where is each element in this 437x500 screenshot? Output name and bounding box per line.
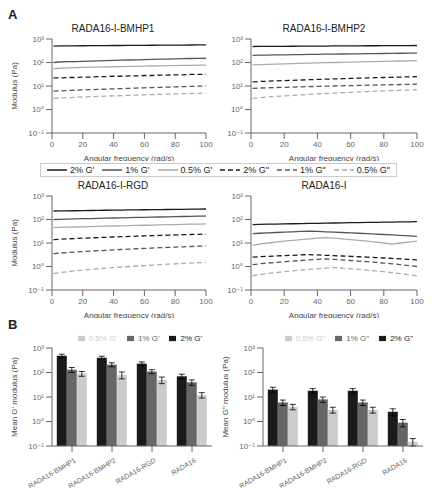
svg-text:40: 40 [109,140,118,149]
svg-text:RADA16-RGD: RADA16-RGD [114,457,157,486]
svg-text:0: 0 [50,140,55,149]
svg-text:10⁻¹: 10⁻¹ [28,129,44,138]
svg-text:20: 20 [280,140,289,149]
svg-text:40: 40 [109,297,118,306]
svg-text:Angular frequency (rad/s): Angular frequency (rad/s) [84,154,175,161]
svg-text:RADA16: RADA16 [170,457,197,477]
svg-text:10¹: 10¹ [32,239,44,248]
svg-text:80: 80 [171,297,180,306]
svg-text:20: 20 [78,297,87,306]
svg-text:0: 0 [50,297,55,306]
html-text:1% G": 1% G" [346,334,370,343]
svg-text:Modulus (Pa): Modulus (Pa) [10,62,19,110]
html-text:RADA16-I-BMHP1: RADA16-I-BMHP1 [71,23,155,34]
svg-text:Mean G" modulus (Pa): Mean G" modulus (Pa) [221,356,230,437]
svg-text:80: 80 [379,140,388,149]
html-text:0.5% G": 0.5% G" [356,165,390,175]
svg-text:10⁰: 10⁰ [231,262,243,271]
svg-text:10¹: 10¹ [32,82,44,91]
html-text:1% G': 1% G' [125,165,150,175]
svg-text:10⁻¹: 10⁻¹ [28,286,44,295]
svg-text:RADA16-BMHP2: RADA16-BMHP2 [67,457,117,488]
svg-text:40: 40 [313,140,322,149]
svg-text:80: 80 [171,140,180,149]
svg-text:60: 60 [346,297,355,306]
svg-text:10²: 10² [243,368,255,377]
svg-text:10¹: 10¹ [243,393,255,402]
svg-text:10⁻¹: 10⁻¹ [227,286,243,295]
html-text:1% G": 1% G" [300,165,326,175]
svg-text:10⁰: 10⁰ [32,262,44,271]
svg-text:RADA16-BMHP2: RADA16-BMHP2 [278,457,328,488]
html-text:0.5% G': 0.5% G' [180,165,213,175]
html-text:2% G': 2% G' [70,165,95,175]
svg-text:40: 40 [313,297,322,306]
svg-text:Angular frequency (rad/s): Angular frequency (rad/s) [289,154,380,161]
svg-text:10⁰: 10⁰ [32,417,44,426]
html-text:RADA16-I: RADA16-I [301,180,347,191]
svg-text:10⁰: 10⁰ [243,417,255,426]
svg-text:10²: 10² [32,58,44,67]
svg-text:Angular frequency (rad/s): Angular frequency (rad/s) [84,311,175,318]
svg-text:10¹: 10¹ [231,82,243,91]
svg-text:10²: 10² [231,215,243,224]
svg-text:10³: 10³ [32,344,44,353]
svg-text:10³: 10³ [231,192,243,201]
svg-text:10²: 10² [32,368,44,377]
svg-text:100: 100 [199,140,213,149]
svg-text:0: 0 [249,140,254,149]
svg-text:0: 0 [249,297,254,306]
svg-text:100: 100 [410,297,424,306]
html-text:A: A [8,7,18,22]
html-text:0.5% G': 0.5% G' [88,334,117,343]
svg-text:10⁻¹: 10⁻¹ [28,442,44,451]
svg-text:20: 20 [280,297,289,306]
svg-text:RADA16: RADA16 [381,457,408,477]
svg-text:10⁻¹: 10⁻¹ [227,129,243,138]
html-text:2% G': 2% G' [180,334,202,343]
svg-text:100: 100 [199,297,213,306]
svg-text:10²: 10² [32,215,44,224]
svg-text:10²: 10² [231,58,243,67]
html-text:1% G': 1% G' [137,334,160,343]
svg-text:10³: 10³ [32,192,44,201]
svg-text:10¹: 10¹ [231,239,243,248]
svg-text:10⁰: 10⁰ [32,105,44,114]
svg-text:80: 80 [379,297,388,306]
svg-text:100: 100 [410,140,424,149]
html-text:0.5% G": 0.5% G" [295,334,326,343]
svg-text:10³: 10³ [243,344,255,353]
svg-text:10³: 10³ [32,35,44,44]
svg-text:60: 60 [346,140,355,149]
html-text:RADA16-I-RGD: RADA16-I-RGD [77,180,149,191]
html-text:2% G": 2% G" [390,334,413,343]
svg-text:Modulus (Pa): Modulus (Pa) [10,219,19,267]
svg-text:60: 60 [140,140,149,149]
svg-text:Mean G' modulus (Pa): Mean G' modulus (Pa) [10,357,19,437]
svg-text:60: 60 [140,297,149,306]
html-text:RADA16-I-BMHP2: RADA16-I-BMHP2 [282,23,366,34]
svg-text:10⁰: 10⁰ [231,105,243,114]
svg-text:10⁻¹: 10⁻¹ [239,442,255,451]
svg-text:RADA16-RGD: RADA16-RGD [325,457,368,486]
svg-text:10¹: 10¹ [32,393,44,402]
svg-text:Angular frequency (rad/s): Angular frequency (rad/s) [289,311,380,318]
html-text:B: B [8,317,18,332]
svg-text:10³: 10³ [231,35,243,44]
html-text:2% G": 2% G" [243,165,269,175]
svg-text:20: 20 [78,140,87,149]
